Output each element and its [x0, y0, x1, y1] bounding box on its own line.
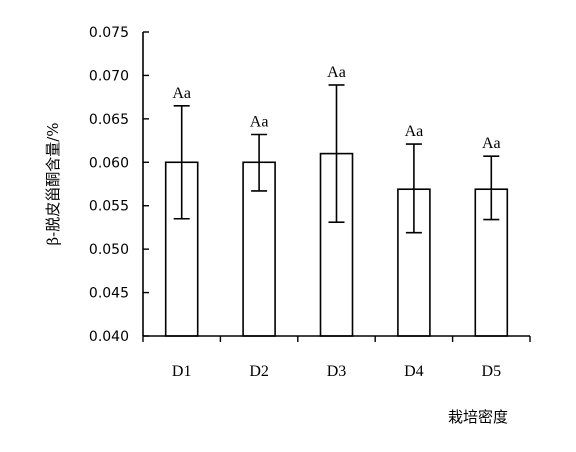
- x-tick-label: D2: [249, 363, 269, 380]
- x-axis: D1 D2 D3 D4 D5: [142, 335, 531, 380]
- x-tick-label: D3: [327, 363, 347, 380]
- y-axis: 0.040 0.045 0.050 0.055 0.060 0.065 0.070 0.075: [89, 25, 149, 345]
- significance-labels: Aa Aa Aa Aa Aa: [172, 64, 500, 152]
- x-axis-title: 栽培密度: [448, 408, 508, 426]
- x-tick-label: D4: [404, 363, 424, 380]
- y-axis-title: β-脱皮甾酮含量/%: [44, 122, 62, 245]
- y-tick-label: 0.070: [89, 68, 129, 84]
- significance-label: Aa: [172, 85, 191, 102]
- x-tick-label: D5: [482, 363, 502, 380]
- x-tick-label: D1: [172, 363, 192, 380]
- y-tick-label: 0.040: [89, 329, 129, 345]
- y-tick-label: 0.075: [89, 25, 129, 41]
- y-tick-label: 0.060: [89, 155, 129, 171]
- significance-label: Aa: [327, 64, 346, 81]
- y-tick-label: 0.055: [89, 199, 129, 215]
- y-tick-label: 0.045: [89, 286, 129, 302]
- error-bars: [173, 84, 500, 234]
- significance-label: Aa: [405, 123, 424, 140]
- y-tick-label: 0.050: [89, 242, 129, 258]
- significance-label: Aa: [482, 135, 501, 152]
- significance-label: Aa: [250, 113, 269, 130]
- y-tick-label: 0.065: [89, 112, 129, 128]
